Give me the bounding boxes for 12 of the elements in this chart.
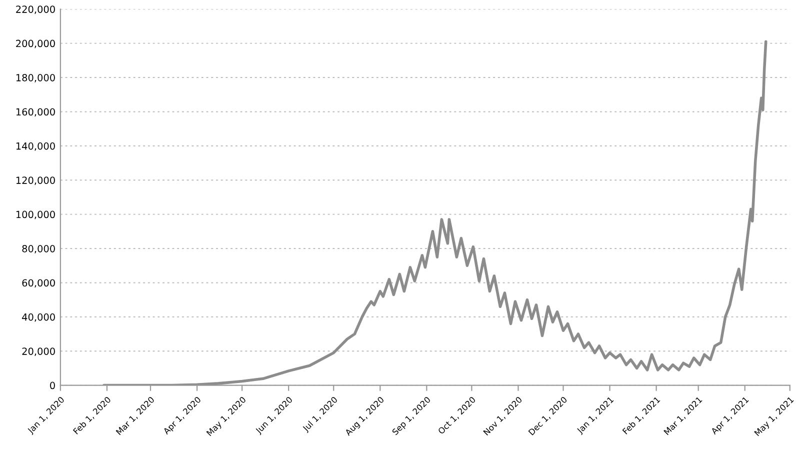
y-tick-label: 100,000: [16, 210, 55, 220]
y-tick-label: 60,000: [22, 279, 55, 288]
y-tick-label: 40,000: [22, 313, 55, 322]
y-tick-label: 20,000: [22, 348, 55, 356]
y-tick-label: 80,000: [22, 245, 55, 254]
y-tick-label: 120,000: [16, 176, 55, 185]
y-tick-label: 0: [50, 382, 55, 390]
y-tick-label: 180,000: [16, 74, 55, 82]
y-tick-label: 220,000: [16, 6, 55, 14]
y-tick-label: 200,000: [16, 40, 55, 48]
y-tick-label: 140,000: [16, 142, 55, 151]
y-tick-label: 160,000: [16, 108, 55, 117]
